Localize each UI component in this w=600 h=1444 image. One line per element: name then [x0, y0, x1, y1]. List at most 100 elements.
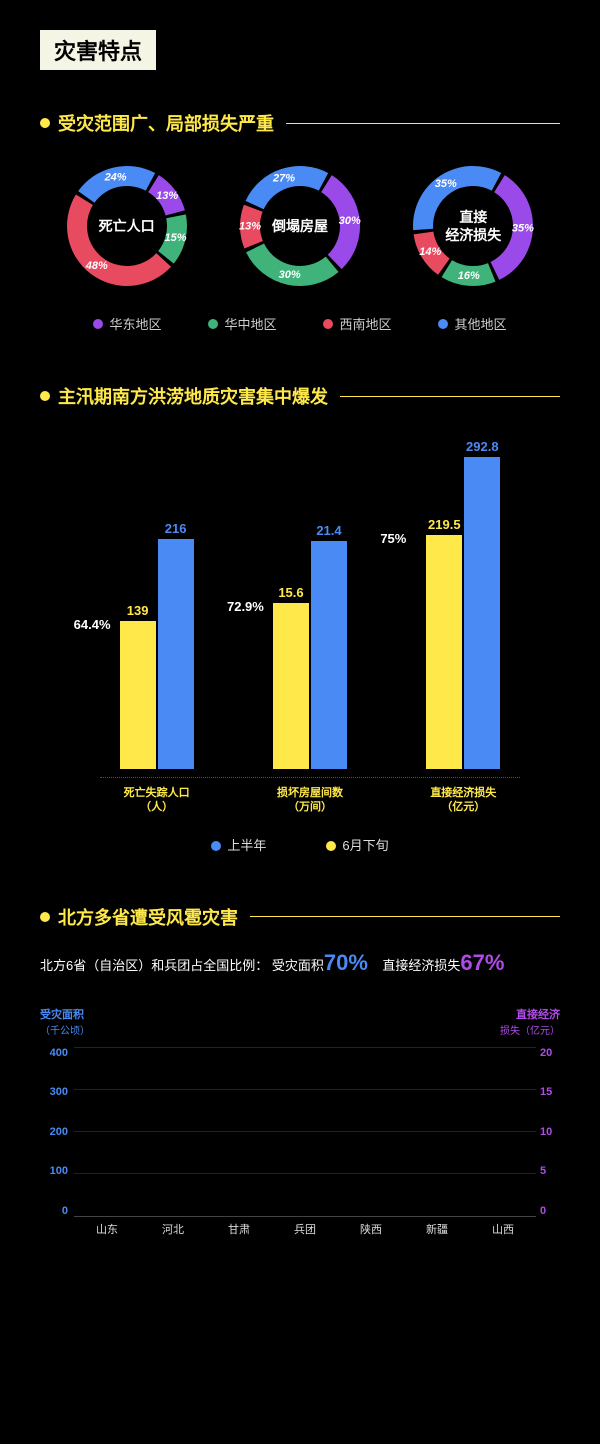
- stat1-value: 70%: [324, 950, 368, 975]
- legend-label: 华中地区: [224, 314, 276, 333]
- donut-center-label: 死亡人口: [57, 156, 197, 296]
- donut-chart: 35%16%14%35%直接经济损失: [403, 156, 543, 296]
- legend-item: 其他地区: [438, 314, 506, 333]
- x-label: 直接经济损失（亿元）: [408, 786, 518, 815]
- legend-item: 华东地区: [93, 314, 161, 333]
- bar-chart-1: 139 64.4% 216 15.6 72.9% 21.4 219.5 75% …: [40, 429, 560, 769]
- bar-value: 15.6: [278, 585, 303, 600]
- stat2-value: 67%: [460, 950, 504, 975]
- donut-legend: 华东地区 华中地区 西南地区 其他地区: [40, 314, 560, 333]
- section1-heading: 受灾范围广、局部损失严重: [40, 110, 560, 136]
- bar-value: 292.8: [466, 439, 499, 454]
- donut-center-label: 直接经济损失: [403, 156, 543, 296]
- legend-dot-icon: [438, 319, 448, 329]
- bar-percent: 64.4%: [74, 617, 111, 632]
- gridline: [74, 1089, 536, 1090]
- x-label: 兵团: [294, 1221, 316, 1237]
- x-label: 山东: [96, 1221, 118, 1237]
- y-tick: 0: [540, 1205, 560, 1217]
- right-axis-title: 直接经济: [516, 1009, 560, 1021]
- y-tick: 0: [40, 1205, 68, 1217]
- x-axis-labels: 山东 河北 甘肃 兵团 陕西 新疆 山西: [74, 1221, 536, 1237]
- x-label: 河北: [162, 1221, 184, 1237]
- section2-title-text: 主汛期南方洪涝地质灾害集中爆发: [58, 383, 328, 409]
- bar-percent: 72.9%: [227, 599, 264, 614]
- section1-title-text: 受灾范围广、局部损失严重: [58, 110, 274, 136]
- legend-dot-icon: [211, 841, 221, 851]
- bar-value: 139: [127, 603, 149, 618]
- bar-group: 219.5 75% 292.8: [408, 457, 518, 769]
- bar-value: 219.5: [428, 517, 461, 532]
- x-label: 甘肃: [228, 1221, 250, 1237]
- stat2-label: 直接经济损失: [382, 958, 460, 973]
- legend-label: 华东地区: [109, 314, 161, 333]
- y-tick: 20: [540, 1047, 560, 1059]
- bar-value: 21.4: [316, 523, 341, 538]
- left-axis-label: 受灾面积 （千公顷）: [40, 1006, 90, 1037]
- bar-group: 139 64.4% 216: [102, 539, 212, 769]
- gridline: [74, 1047, 536, 1048]
- gridline: [74, 1131, 536, 1132]
- dual-bar-chart: 400 300 200 100 0 20 15 10 5 0 山东 河北 甘肃 兵团 陕西 新疆 山西: [40, 1047, 560, 1237]
- x-label: 山西: [492, 1221, 514, 1237]
- legend-label: 西南地区: [339, 314, 391, 333]
- right-axis-unit: 损失（亿元）: [500, 1026, 560, 1037]
- subtitle-prefix: 北方6省（自治区）和兵团占全国比例：: [40, 958, 268, 973]
- y-tick: 5: [540, 1165, 560, 1177]
- bullet-icon: [40, 912, 50, 922]
- bullet-icon: [40, 391, 50, 401]
- section3-title-text: 北方多省遭受风雹灾害: [58, 904, 238, 930]
- bar1-legend: 上半年 6月下旬: [40, 835, 560, 854]
- plot-area: [74, 1047, 536, 1217]
- y-tick: 100: [40, 1165, 68, 1177]
- page-title: 灾害特点: [40, 30, 156, 70]
- divider: [250, 916, 560, 917]
- legend-item: 上半年: [211, 835, 266, 854]
- legend-dot-icon: [323, 319, 333, 329]
- bar-blue: 216: [158, 539, 194, 769]
- donut-center-label: 倒塌房屋: [230, 156, 370, 296]
- legend-item: 西南地区: [323, 314, 391, 333]
- y-axis-left: 400 300 200 100 0: [40, 1047, 68, 1217]
- y-tick: 15: [540, 1086, 560, 1098]
- y-tick: 400: [40, 1047, 68, 1059]
- legend-item: 华中地区: [208, 314, 276, 333]
- bar-yellow: 139 64.4%: [120, 621, 156, 769]
- y-tick: 10: [540, 1126, 560, 1138]
- donut-row: 13%15%48%24%死亡人口30%30%13%27%倒塌房屋35%16%14…: [40, 156, 560, 296]
- dual-axis-labels: 受灾面积 （千公顷） 直接经济 损失（亿元）: [40, 1006, 560, 1037]
- y-tick: 300: [40, 1086, 68, 1098]
- bar-blue: 292.8: [464, 457, 500, 769]
- bullet-icon: [40, 118, 50, 128]
- gridline: [74, 1173, 536, 1174]
- bar-blue: 21.4: [311, 541, 347, 769]
- legend-label: 其他地区: [454, 314, 506, 333]
- legend-dot-icon: [208, 319, 218, 329]
- stat1-label: 受灾面积: [272, 958, 324, 973]
- legend-dot-icon: [93, 319, 103, 329]
- x-label: 损坏房屋间数（万间）: [255, 786, 365, 815]
- bar1-x-labels: 死亡失踪人口（人） 损坏房屋间数（万间） 直接经济损失（亿元）: [40, 786, 560, 815]
- chart-baseline: [100, 777, 520, 778]
- legend-dot-icon: [326, 841, 336, 851]
- x-label: 陕西: [360, 1221, 382, 1237]
- legend-item: 6月下旬: [326, 835, 388, 854]
- left-axis-unit: （千公顷）: [40, 1026, 90, 1037]
- bar-group: 15.6 72.9% 21.4: [255, 541, 365, 769]
- bar-yellow: 219.5 75%: [426, 535, 462, 769]
- bar-percent: 75%: [380, 531, 406, 546]
- bar-value: 216: [165, 521, 187, 536]
- right-axis-label: 直接经济 损失（亿元）: [500, 1006, 560, 1037]
- divider: [340, 396, 560, 397]
- x-label: 死亡失踪人口（人）: [102, 786, 212, 815]
- y-tick: 200: [40, 1126, 68, 1138]
- left-axis-title: 受灾面积: [40, 1009, 84, 1021]
- x-label: 新疆: [426, 1221, 448, 1237]
- y-axis-right: 20 15 10 5 0: [540, 1047, 560, 1217]
- bar-yellow: 15.6 72.9%: [273, 603, 309, 769]
- section2-heading: 主汛期南方洪涝地质灾害集中爆发: [40, 383, 560, 409]
- divider: [286, 123, 560, 124]
- donut-chart: 30%30%13%27%倒塌房屋: [230, 156, 370, 296]
- section3-subtitle: 北方6省（自治区）和兵团占全国比例： 受灾面积70% 直接经济损失67%: [40, 950, 560, 976]
- donut-chart: 13%15%48%24%死亡人口: [57, 156, 197, 296]
